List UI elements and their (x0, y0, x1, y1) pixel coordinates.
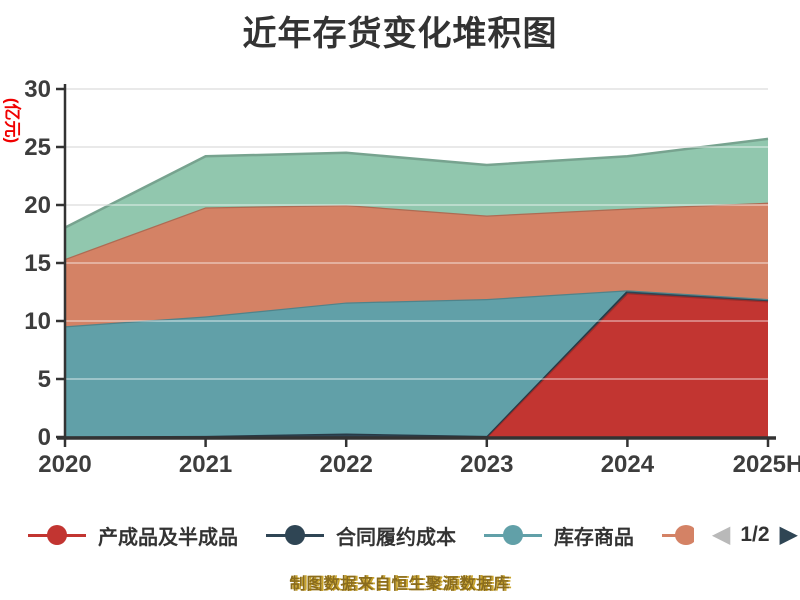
legend-pager: ◀ 1/2 ▶ (712, 523, 798, 547)
svg-text:25: 25 (24, 134, 51, 161)
legend-item-合同履约成本[interactable]: 合同履约成本 (265, 521, 456, 550)
legend: 产成品及半成品 合同履约成本 库存商品 ◀ 1/2 ▶ (28, 512, 798, 558)
y-axis-tick-labels: 0 5 10 15 20 25 30 (24, 76, 51, 451)
svg-text:20: 20 (24, 192, 51, 219)
x-axis-tick-labels: 2020 2021 2022 2023 2024 2025H (38, 451, 800, 478)
legend-marker-icon (661, 525, 694, 545)
svg-text:2025H: 2025H (733, 451, 800, 478)
svg-text:30: 30 (24, 76, 51, 103)
grid-lines-overlay (65, 88, 768, 380)
legend-item-产成品及半成品[interactable]: 产成品及半成品 (28, 521, 238, 550)
legend-item-库存商品[interactable]: 库存商品 (483, 521, 634, 550)
legend-item-label: 库存商品 (553, 526, 634, 549)
svg-text:15: 15 (24, 250, 51, 277)
svg-text:0: 0 (38, 424, 51, 451)
legend-marker-icon (265, 525, 324, 545)
svg-text:5: 5 (38, 366, 51, 393)
legend-item-label: 合同履约成本 (335, 526, 456, 549)
data-source-caption: 制图数据来自恒生聚源数据库 (289, 576, 511, 593)
axes (56, 84, 776, 447)
chart-title: 近年存货变化堆积图 (242, 15, 558, 53)
legend-next-arrow[interactable]: ▶ (779, 521, 798, 548)
svg-text:2021: 2021 (179, 451, 232, 478)
svg-text:2023: 2023 (460, 451, 513, 478)
area-series (64, 137, 769, 439)
legend-item-clipped[interactable] (661, 525, 694, 545)
legend-marker-icon (28, 525, 86, 545)
svg-text:2022: 2022 (320, 451, 373, 478)
legend-marker-icon (483, 525, 542, 545)
svg-text:2020: 2020 (38, 451, 91, 478)
legend-prev-arrow[interactable]: ◀ (711, 521, 731, 548)
legend-items: 产成品及半成品 合同履约成本 库存商品 (28, 521, 694, 550)
svg-text:2024: 2024 (601, 451, 655, 478)
legend-item-label: 产成品及半成品 (98, 526, 238, 549)
svg-text:10: 10 (24, 308, 51, 335)
legend-page-indicator: 1/2 (740, 523, 770, 546)
